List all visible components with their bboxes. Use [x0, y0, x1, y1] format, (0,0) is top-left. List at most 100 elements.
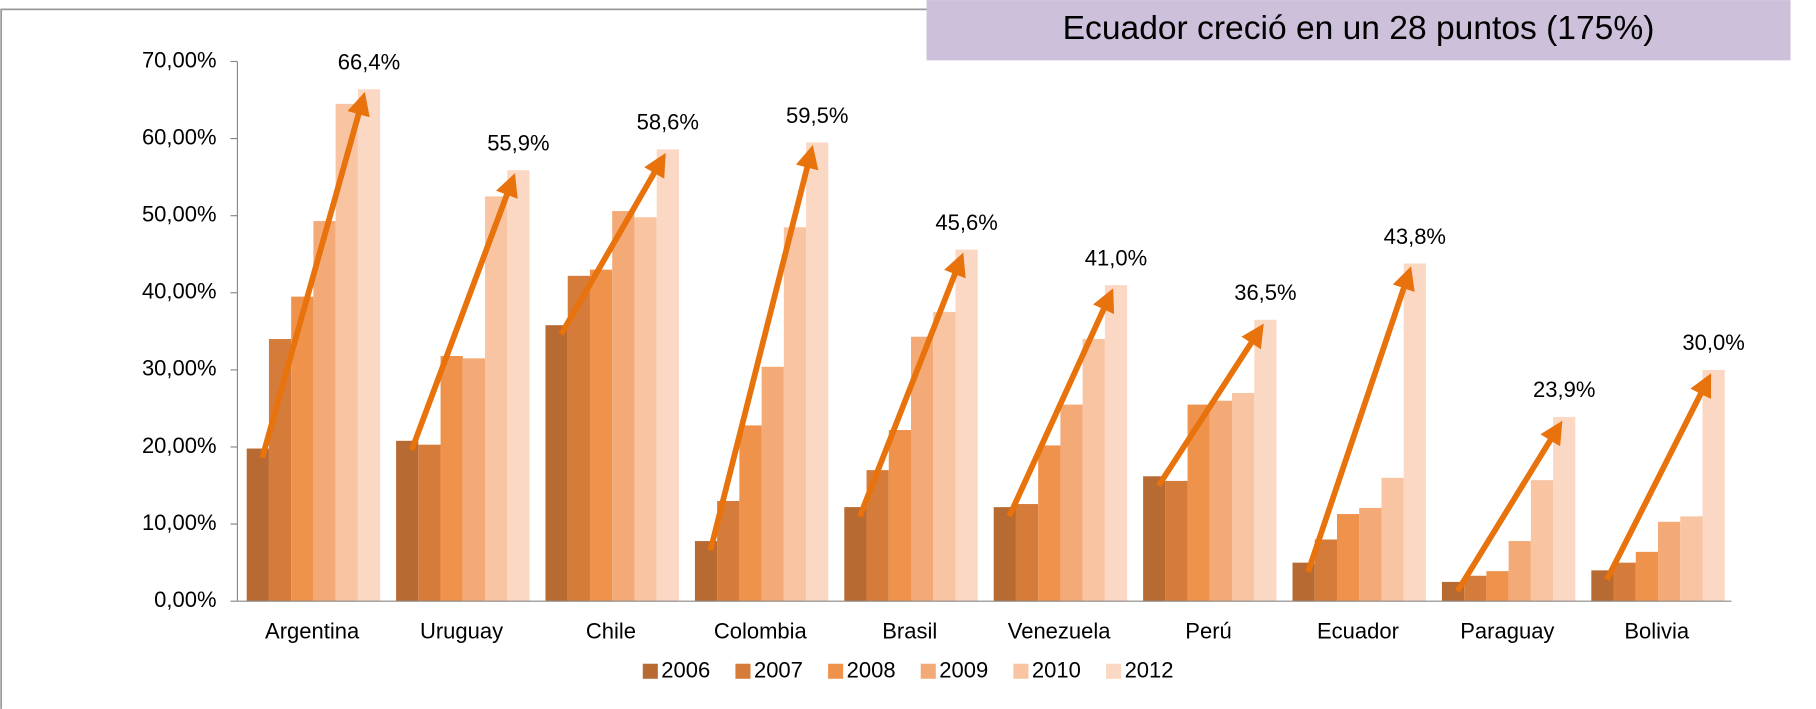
legend-label: 2008 — [847, 658, 896, 683]
x-tick-label: Colombia — [714, 618, 808, 643]
bar — [357, 89, 381, 602]
bar — [1403, 263, 1426, 602]
y-tick-label: 0,00% — [154, 587, 216, 612]
bar — [1359, 507, 1382, 602]
x-tick-label: Perú — [1185, 618, 1231, 643]
bar — [806, 142, 829, 602]
trend-arrow — [707, 145, 819, 552]
bar — [268, 339, 292, 602]
legend-label: 2007 — [754, 658, 803, 683]
bar — [1082, 339, 1105, 602]
x-tick-label: Uruguay — [420, 618, 503, 643]
bar — [656, 149, 679, 602]
x-tick-label: Ecuador — [1317, 618, 1399, 643]
bar — [1530, 480, 1554, 602]
data-label: 58,6% — [637, 110, 699, 135]
legend-swatch — [1013, 663, 1029, 679]
legend-label: 2009 — [939, 658, 988, 683]
bar — [717, 500, 740, 602]
bar — [1553, 416, 1576, 602]
trend-arrow — [558, 152, 666, 336]
legend-swatch — [642, 663, 658, 679]
bar — [507, 170, 530, 602]
bar — [246, 448, 269, 602]
data-label: 43,8% — [1384, 224, 1446, 249]
x-tick-label: Venezuela — [1008, 618, 1112, 643]
data-label: 45,6% — [935, 210, 997, 235]
legend-swatch — [828, 663, 844, 679]
bar — [1635, 551, 1659, 602]
annotation-box — [926, 0, 1791, 61]
trend-arrow — [1305, 266, 1415, 573]
bar — [485, 196, 508, 602]
x-tick-label: Brasil — [882, 618, 937, 643]
bar — [567, 275, 590, 602]
bar — [1613, 562, 1636, 602]
bar — [1232, 393, 1255, 602]
bar — [783, 227, 807, 602]
bar — [1104, 285, 1128, 602]
trend-arrow — [408, 173, 518, 452]
bar — [888, 430, 912, 602]
bar — [1702, 369, 1725, 602]
legend-label: 2012 — [1125, 658, 1174, 683]
bar — [440, 356, 463, 602]
bar — [1508, 541, 1531, 602]
bar — [844, 507, 867, 602]
y-tick-label: 60,00% — [142, 124, 217, 149]
x-tick-label: Bolivia — [1624, 618, 1690, 643]
y-tick-label: 30,00% — [142, 356, 217, 381]
bar — [739, 425, 762, 602]
bar — [1254, 319, 1277, 602]
bar — [291, 296, 314, 602]
data-label: 59,5% — [786, 103, 848, 128]
trend-arrow — [857, 252, 966, 518]
frame — [0, 8, 927, 709]
bar — [545, 325, 568, 602]
bar — [612, 211, 635, 602]
bar — [1680, 516, 1703, 602]
x-tick-label: Argentina — [265, 618, 360, 643]
bar — [634, 217, 657, 602]
bar — [1381, 477, 1404, 602]
data-label: 55,9% — [487, 131, 549, 156]
bar — [589, 269, 613, 602]
trend-arrow — [1455, 420, 1563, 593]
bar — [1015, 504, 1039, 602]
trend-arrow — [1156, 323, 1264, 488]
y-tick-label: 10,00% — [142, 510, 217, 535]
bar — [866, 470, 889, 602]
data-label: 36,5% — [1234, 280, 1296, 305]
legend-label: 2010 — [1032, 658, 1081, 683]
bar — [1658, 521, 1681, 602]
bar — [396, 440, 419, 602]
data-label: 23,9% — [1533, 377, 1595, 402]
data-label: 41,0% — [1085, 245, 1147, 270]
data-label: 30,0% — [1682, 330, 1744, 355]
data-label: 66,4% — [338, 50, 400, 75]
bar — [761, 366, 784, 602]
x-tick-label: Paraguay — [1460, 618, 1554, 643]
bar — [462, 358, 486, 602]
bar — [1165, 480, 1188, 602]
bar — [993, 507, 1016, 602]
bar — [418, 444, 441, 602]
annotation: Ecuador creció en un 28 puntos (175%) — [1063, 10, 1655, 47]
bar — [1209, 400, 1233, 602]
bar — [335, 103, 358, 602]
legend-swatch — [920, 663, 936, 679]
bar — [1486, 571, 1509, 602]
bar — [933, 312, 956, 602]
bar — [1314, 539, 1337, 602]
trend-arrow — [259, 91, 370, 459]
trend-arrow — [1604, 373, 1712, 581]
y-tick-label: 40,00% — [142, 279, 217, 304]
bar — [1143, 476, 1166, 602]
bar — [1038, 445, 1061, 602]
legend-swatch — [735, 663, 751, 679]
bar — [1336, 514, 1360, 602]
y-tick-label: 20,00% — [142, 433, 217, 458]
x-tick-label: Chile — [586, 618, 636, 643]
bar — [911, 336, 934, 602]
